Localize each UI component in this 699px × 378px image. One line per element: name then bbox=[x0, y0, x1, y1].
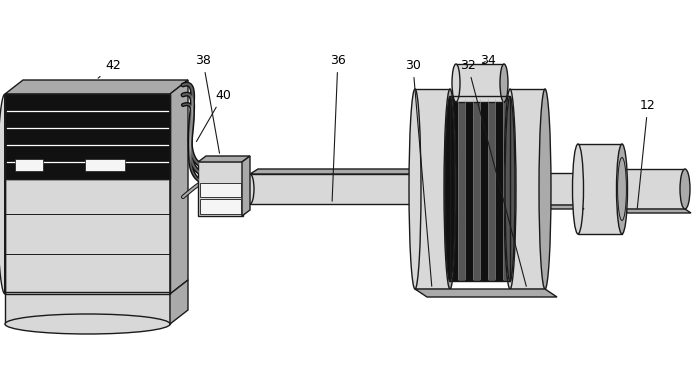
Text: 38: 38 bbox=[195, 54, 219, 153]
Bar bbox=[480, 96, 487, 281]
Ellipse shape bbox=[444, 89, 456, 289]
Polygon shape bbox=[170, 280, 188, 324]
Ellipse shape bbox=[246, 174, 254, 204]
Bar bbox=[198, 161, 243, 216]
Bar bbox=[458, 96, 465, 281]
Ellipse shape bbox=[409, 89, 421, 289]
Bar bbox=[5, 94, 170, 294]
Bar bbox=[622, 169, 685, 209]
Ellipse shape bbox=[411, 174, 419, 204]
Bar bbox=[200, 199, 241, 214]
Bar bbox=[85, 159, 125, 171]
Bar bbox=[5, 292, 170, 324]
Bar bbox=[510, 89, 545, 289]
Bar bbox=[415, 89, 450, 289]
Bar bbox=[487, 96, 495, 281]
Text: 36: 36 bbox=[330, 54, 346, 201]
Text: 12: 12 bbox=[637, 99, 656, 208]
Ellipse shape bbox=[452, 64, 460, 102]
Ellipse shape bbox=[504, 89, 516, 289]
Bar bbox=[450, 96, 458, 281]
Bar bbox=[465, 96, 473, 281]
Bar bbox=[473, 96, 480, 281]
Bar bbox=[578, 144, 622, 234]
Text: 40: 40 bbox=[196, 89, 231, 142]
Text: 32: 32 bbox=[460, 59, 526, 286]
Ellipse shape bbox=[505, 96, 515, 282]
Ellipse shape bbox=[680, 169, 690, 209]
Polygon shape bbox=[0, 94, 5, 294]
Polygon shape bbox=[170, 80, 188, 294]
Ellipse shape bbox=[617, 144, 628, 234]
Ellipse shape bbox=[5, 314, 170, 334]
Bar bbox=[503, 96, 510, 281]
Polygon shape bbox=[5, 80, 188, 94]
Text: 42: 42 bbox=[98, 59, 121, 78]
Bar bbox=[450, 96, 510, 281]
Polygon shape bbox=[198, 156, 250, 162]
Text: 30: 30 bbox=[405, 59, 432, 286]
Bar bbox=[200, 183, 241, 197]
Bar bbox=[250, 174, 415, 204]
Bar bbox=[5, 94, 170, 294]
Ellipse shape bbox=[445, 96, 455, 282]
Bar bbox=[7, 94, 168, 179]
Bar bbox=[495, 96, 503, 281]
Bar bbox=[15, 159, 43, 171]
Ellipse shape bbox=[539, 89, 551, 289]
Ellipse shape bbox=[572, 144, 584, 234]
Polygon shape bbox=[242, 156, 250, 216]
Text: 34: 34 bbox=[480, 54, 496, 67]
Polygon shape bbox=[622, 209, 691, 213]
Bar bbox=[5, 94, 170, 179]
Polygon shape bbox=[250, 169, 423, 174]
Polygon shape bbox=[545, 205, 584, 209]
Bar bbox=[545, 173, 578, 205]
Bar bbox=[456, 64, 504, 102]
Ellipse shape bbox=[500, 64, 508, 102]
Polygon shape bbox=[415, 289, 557, 297]
